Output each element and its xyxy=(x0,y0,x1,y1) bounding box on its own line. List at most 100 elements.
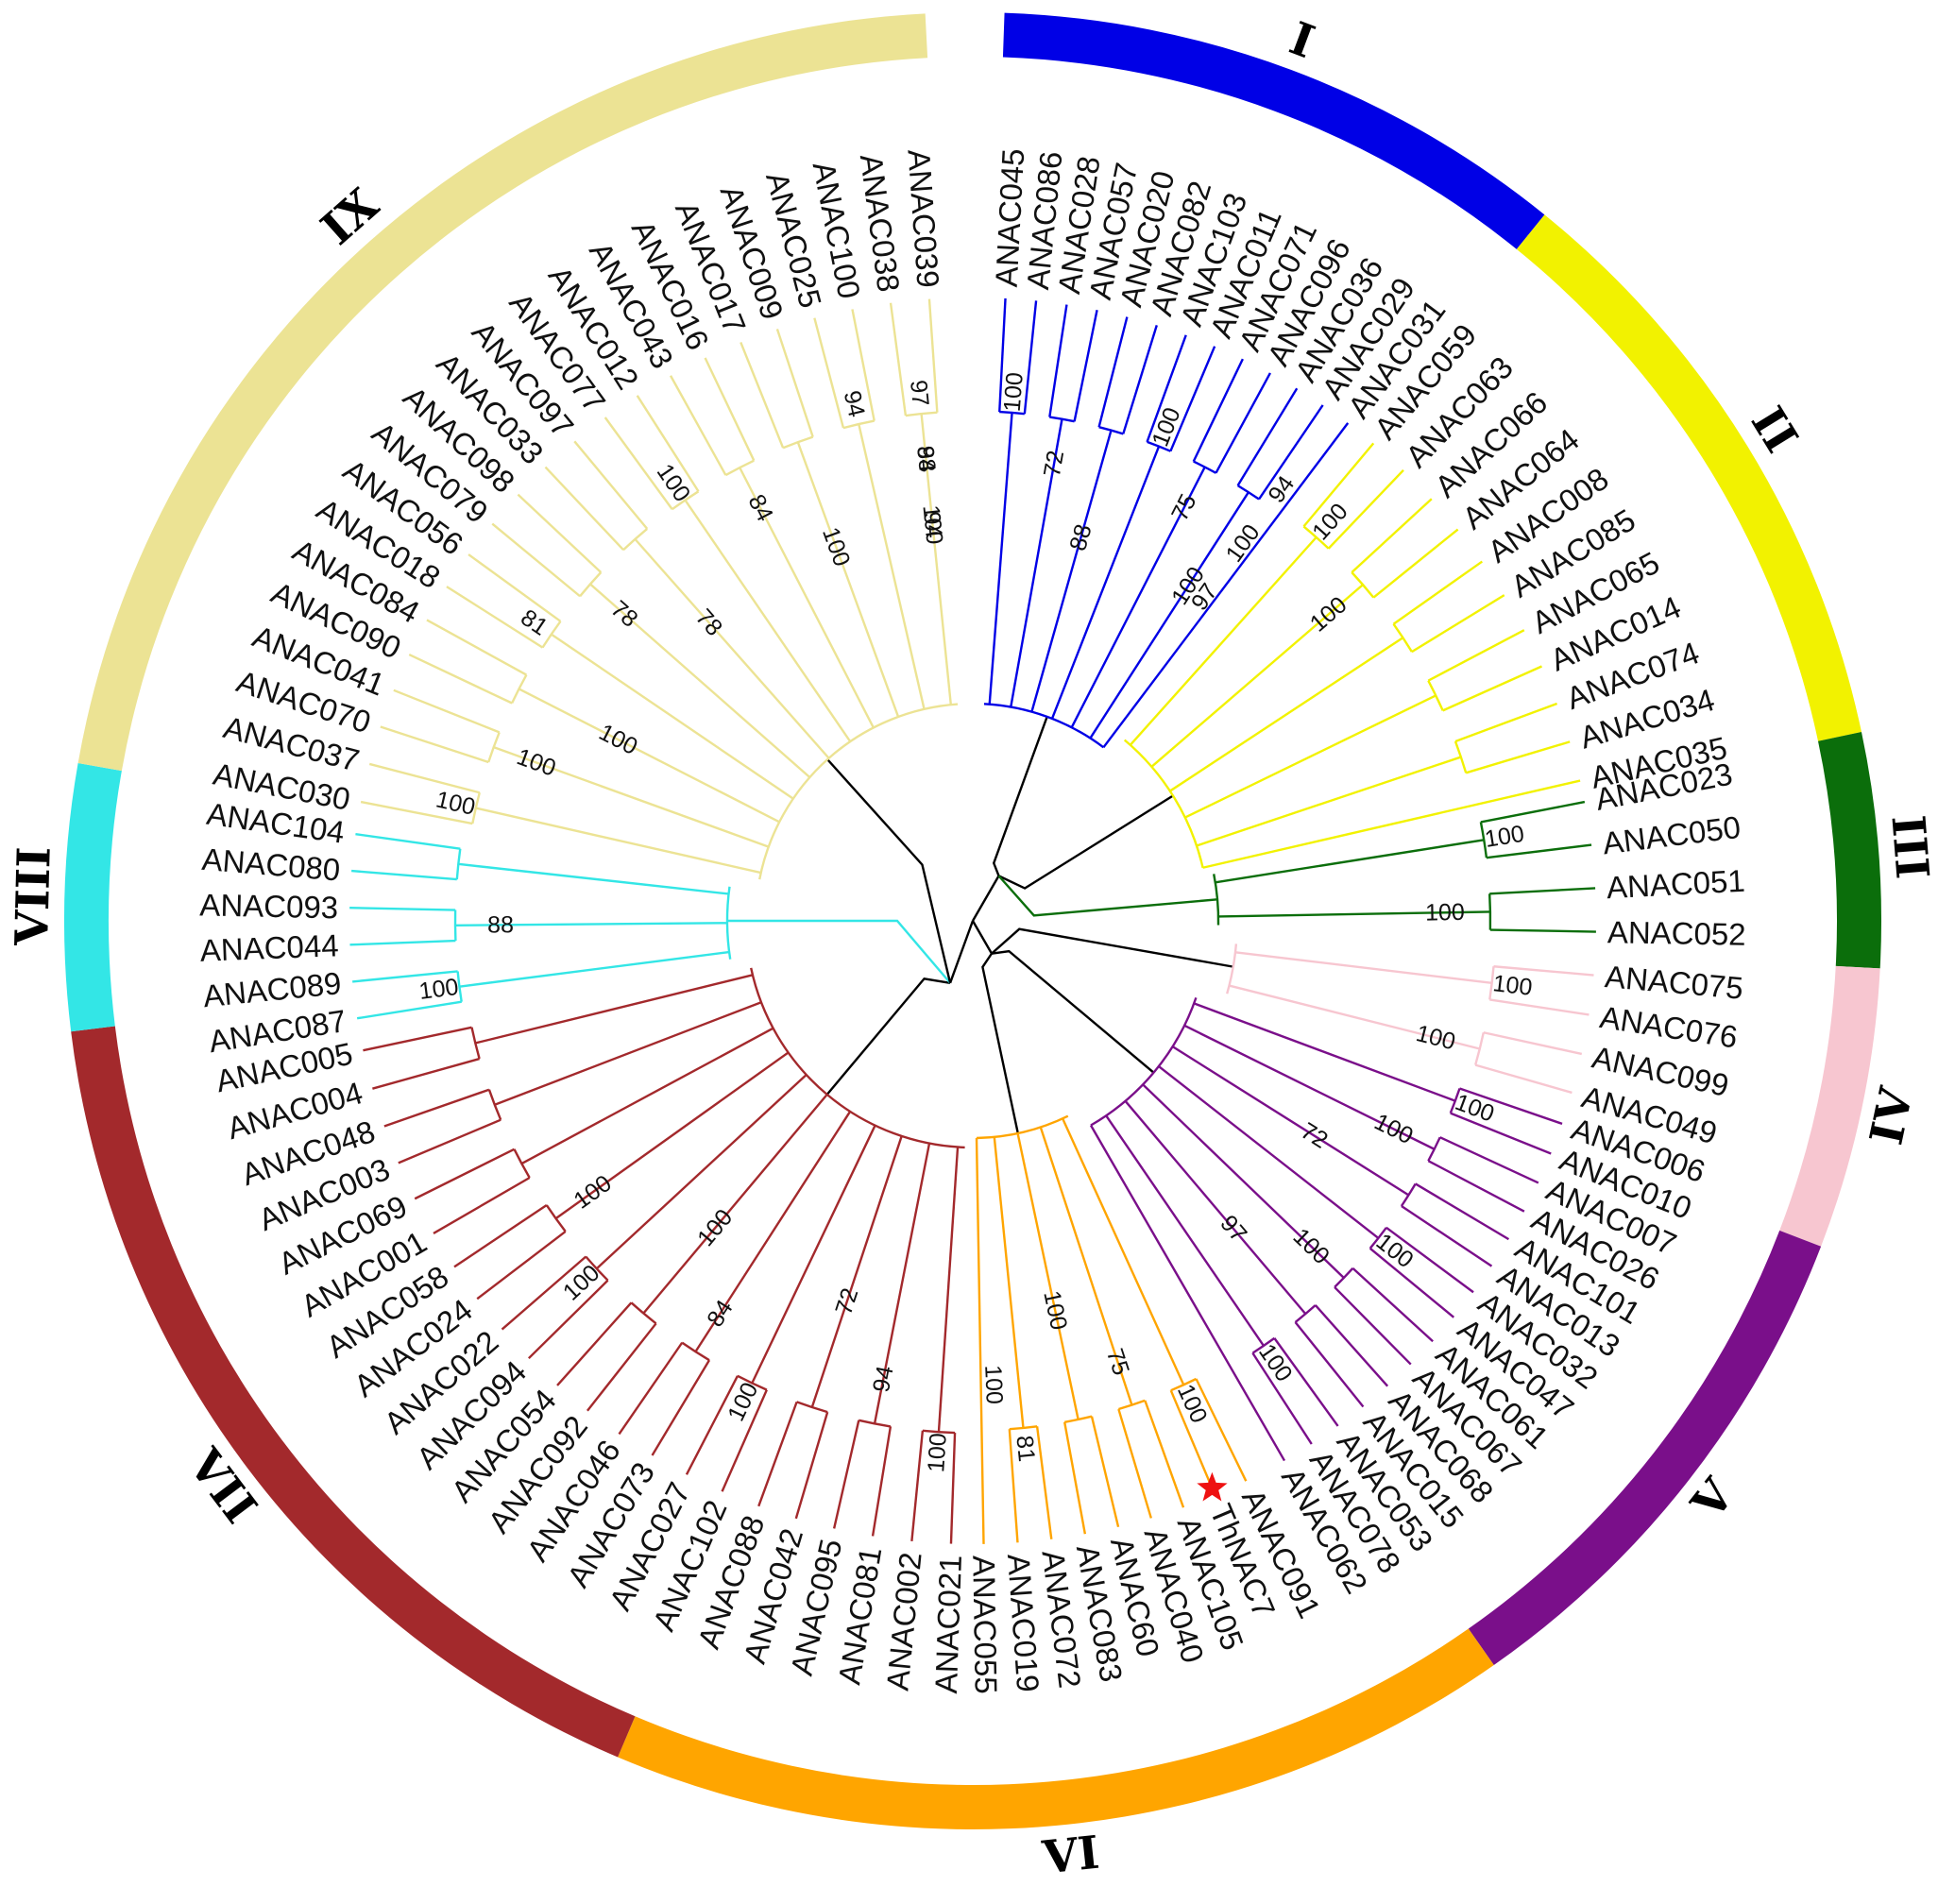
clade-label: III xyxy=(1880,813,1938,881)
leaf-branch xyxy=(1195,1378,1248,1482)
leaf-branch xyxy=(704,357,756,462)
leaf-branch xyxy=(1192,358,1244,463)
clade-label: V xyxy=(1681,1469,1745,1530)
leaf-branch xyxy=(360,800,473,825)
bootstrap-value: 94 xyxy=(839,388,871,419)
clade-arc xyxy=(1213,874,1220,926)
clade-ring-segment xyxy=(64,762,122,1032)
leaf-branch xyxy=(1486,843,1592,859)
bootstrap-value: 75 xyxy=(1166,490,1202,526)
clade-stem xyxy=(997,794,1174,890)
leaf-branch xyxy=(1258,404,1324,501)
leaf-branch xyxy=(1236,387,1299,486)
leaf-branch xyxy=(1089,1124,1286,1462)
leaf-branch xyxy=(1352,1266,1434,1343)
clade-arc xyxy=(750,967,965,1149)
leaf-branch xyxy=(398,1118,502,1164)
subclade-branch xyxy=(684,499,852,742)
leaf-branch xyxy=(1302,442,1375,528)
leaf-branch xyxy=(476,1230,567,1300)
subclade-branch xyxy=(694,1111,852,1352)
clade-label: VI xyxy=(1039,1827,1101,1885)
leaf-branch xyxy=(1427,1160,1525,1213)
clade-stem xyxy=(991,927,1233,968)
subclade-branch xyxy=(475,807,761,875)
bootstrap-value: 88 xyxy=(1064,521,1096,553)
leaf-branch xyxy=(1489,928,1596,933)
bootstrap-value: 100 xyxy=(692,1204,738,1251)
leaf-branch xyxy=(372,1057,480,1090)
leaf-branch xyxy=(1008,1429,1019,1543)
leaf-branch xyxy=(871,1426,892,1537)
clade-ring-segment xyxy=(1516,214,1862,741)
leaf-branch xyxy=(949,1433,957,1544)
leaf-label: ANAC093 xyxy=(199,887,338,925)
subclade-branch xyxy=(1124,1100,1307,1315)
subclade-branch xyxy=(455,922,728,926)
bootstrap-value: 100 xyxy=(1038,1288,1072,1333)
leaf-branch xyxy=(1411,594,1505,654)
clade-stem xyxy=(825,977,951,1096)
bootstrap-value: 97 xyxy=(1215,1210,1251,1247)
subclade-branch xyxy=(589,583,811,778)
subclade-branch xyxy=(493,745,770,848)
subclade-branch xyxy=(494,1001,762,1106)
bootstrap-value: 100 xyxy=(1452,1089,1498,1128)
leaf-branch xyxy=(636,395,700,492)
leaf-branch xyxy=(349,906,456,911)
leaf-branch xyxy=(1483,1031,1583,1056)
bootstrap-value: 100 xyxy=(1483,821,1526,853)
subclade-branch xyxy=(1050,446,1161,720)
bootstrap-value: 100 xyxy=(1305,591,1352,637)
leaf-branch xyxy=(1450,1112,1552,1155)
clade-stem xyxy=(991,949,1155,1074)
leaf-branch xyxy=(1090,1416,1120,1528)
clade-ring-segment xyxy=(1818,731,1881,969)
leaf-branch xyxy=(1102,422,1350,749)
leaf-branch xyxy=(352,970,458,983)
leaf-label: ANAC075 xyxy=(1604,959,1744,1006)
leaf-branch xyxy=(1097,316,1129,428)
subclade-branch xyxy=(595,1074,808,1270)
subclade-branch xyxy=(458,862,729,895)
subclade-branch xyxy=(1171,1046,1410,1197)
leaf-branch xyxy=(832,1420,860,1529)
clade-arc xyxy=(976,1114,1069,1140)
subclade-branch xyxy=(1169,637,1404,792)
subclade-branch xyxy=(937,1147,960,1433)
leaf-branch xyxy=(669,375,727,476)
leaf-branch xyxy=(383,1088,490,1128)
clade-stem xyxy=(727,919,951,984)
root-branch xyxy=(971,920,994,955)
bootstrap-value: 100 xyxy=(513,743,559,782)
leaf-branch xyxy=(1334,1286,1412,1366)
clade-label: VIII xyxy=(6,846,61,947)
leaf-branch xyxy=(1454,702,1558,743)
clade-arc xyxy=(983,703,1105,749)
leaf-branch xyxy=(1442,665,1542,712)
leaf-label: ANAC052 xyxy=(1607,914,1746,952)
leaf-label: ANAC045 xyxy=(989,147,1031,287)
star-icon xyxy=(1197,1471,1228,1502)
leaf-branch xyxy=(368,762,481,794)
bootstrap-value: 100 xyxy=(1253,1339,1298,1386)
tree-branches: 100 72 88 100 75 100 94 100 97 100 100 100 100 100 100… xyxy=(349,298,1596,1544)
bootstrap-value: 100 xyxy=(1414,1020,1458,1055)
clade-arc xyxy=(1090,997,1198,1127)
bootstrap-value: 100 xyxy=(417,974,460,1005)
leaf-branch xyxy=(363,1026,472,1052)
leaf-branch xyxy=(651,1359,711,1456)
bootstrap-value: 94 xyxy=(918,510,947,539)
bootstrap-value: 100 xyxy=(570,1170,617,1215)
leaf-branch xyxy=(604,416,673,510)
leaf-label: ANAC055 xyxy=(966,1556,1004,1694)
subclade-branch xyxy=(1217,910,1490,918)
subclade-branch xyxy=(1229,984,1481,1050)
leaf-branch xyxy=(1386,1226,1474,1294)
clade-stem xyxy=(997,875,1218,917)
leaf-branch xyxy=(685,1375,740,1475)
clade-ring-segment xyxy=(77,13,928,772)
subclade-branch xyxy=(920,414,953,706)
leaf-branch xyxy=(1368,1247,1455,1318)
bootstrap-value: 88 xyxy=(487,911,514,938)
